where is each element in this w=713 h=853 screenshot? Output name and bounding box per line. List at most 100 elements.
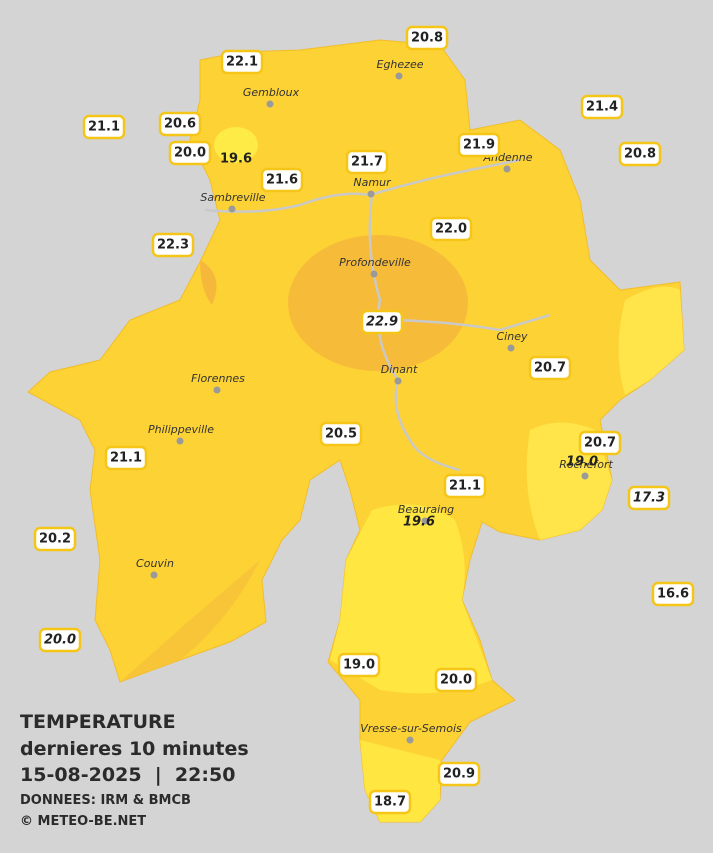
station-box (443, 473, 487, 499)
station-box (580, 94, 624, 120)
station-value: 20.6 (164, 117, 196, 132)
station: 20.7 (528, 355, 572, 381)
station-box (360, 309, 404, 335)
station-value: 21.6 (266, 173, 298, 188)
station-value: 20.7 (584, 436, 616, 451)
station: 19.0 (566, 455, 598, 470)
legend-title: TEMPERATURE (20, 711, 176, 733)
legend-copyright: © METEO-BE.NET (20, 814, 146, 829)
place-dot (394, 377, 402, 385)
cool-zone (214, 127, 258, 163)
station-value: 20.0 (440, 673, 472, 688)
station-box (434, 667, 478, 693)
legend-datetime: 15-08-2025 | 22:50 (20, 764, 235, 786)
station: 16.6 (651, 581, 695, 607)
station: 19.6 (403, 515, 435, 530)
station: 22.1 (220, 49, 264, 75)
station-value: 20.5 (325, 427, 357, 442)
place-dot (421, 517, 429, 525)
station-value: 22.0 (435, 222, 467, 237)
place-label: Ciney (497, 330, 528, 343)
place-dot (507, 344, 515, 352)
station: 18.7 (368, 789, 412, 815)
station: 21.1 (443, 473, 487, 499)
station-value: 22.9 (366, 315, 398, 330)
place-dot (370, 270, 378, 278)
station-value: 17.3 (633, 491, 665, 506)
place-dot (367, 190, 375, 198)
place-label: Gembloux (243, 86, 300, 99)
station-value: 21.1 (110, 451, 142, 466)
station: 20.7 (578, 430, 622, 456)
place-label: Vresse-sur-Semois (360, 722, 462, 735)
station: 19.0 (337, 652, 381, 678)
station-box (528, 355, 572, 381)
station-value: 21.1 (88, 120, 120, 135)
station: 20.0 (38, 627, 82, 653)
station-box (82, 114, 126, 140)
station: 20.8 (405, 25, 449, 51)
place-dot (228, 205, 236, 213)
station: 22.9 (360, 309, 404, 335)
station: 21.7 (345, 149, 389, 175)
station-box (437, 761, 481, 787)
station-box (151, 232, 195, 258)
station: 20.8 (618, 141, 662, 167)
cool-zone (618, 286, 684, 395)
station: 20.2 (33, 526, 77, 552)
place-label: Beauraing (398, 503, 454, 516)
station: 21.6 (260, 167, 304, 193)
station-value: 20.8 (411, 31, 443, 46)
station-box (158, 111, 202, 137)
station-value: 22.1 (226, 55, 258, 70)
station-value: 20.0 (44, 633, 76, 648)
station-value: 21.4 (586, 100, 618, 115)
legend-source: DONNEES: IRM & BMCB (20, 793, 191, 808)
legend-subtitle: dernieres 10 minutes (20, 738, 249, 760)
station-box (337, 652, 381, 678)
warm-zone (200, 260, 217, 305)
station-box (618, 141, 662, 167)
place-dot (266, 100, 274, 108)
station: 20.9 (437, 761, 481, 787)
station-box (33, 526, 77, 552)
station-value: 20.7 (534, 361, 566, 376)
place-label: Namur (353, 176, 392, 189)
place-label: Florennes (191, 372, 245, 385)
place-label: Philippeville (148, 423, 214, 436)
station-value: 21.1 (449, 479, 481, 494)
station: 21.1 (82, 114, 126, 140)
station: 20.5 (319, 421, 363, 447)
station: 20.6 (158, 111, 202, 137)
place-dot (176, 437, 184, 445)
station-value: 22.3 (157, 238, 189, 253)
warm-zone (288, 235, 468, 371)
station: 20.0 (434, 667, 478, 693)
station-box (405, 25, 449, 51)
warm-zone (120, 560, 260, 682)
station: 22.3 (151, 232, 195, 258)
station: 21.1 (104, 445, 148, 471)
station-box (368, 789, 412, 815)
station: 20.0 (168, 140, 212, 166)
station-value: 20.9 (443, 767, 475, 782)
place-label: Couvin (136, 557, 174, 570)
station-box (345, 149, 389, 175)
place-label: Eghezee (377, 58, 424, 71)
place-label: Profondeville (339, 256, 411, 269)
station: 21.4 (580, 94, 624, 120)
station-box (319, 421, 363, 447)
station-value: 19.6 (403, 515, 435, 530)
station-value: 19.0 (343, 658, 375, 673)
station-value: 19.6 (220, 152, 252, 167)
place-label: Sambreville (200, 191, 265, 204)
station-value: 18.7 (374, 795, 406, 810)
station-value: 20.2 (39, 532, 71, 547)
station-value: 21.9 (463, 138, 495, 153)
place-dot (406, 736, 414, 744)
station: 21.9 (457, 132, 501, 158)
station-box (168, 140, 212, 166)
station: 19.6 (220, 152, 252, 167)
place-dot (503, 165, 511, 173)
